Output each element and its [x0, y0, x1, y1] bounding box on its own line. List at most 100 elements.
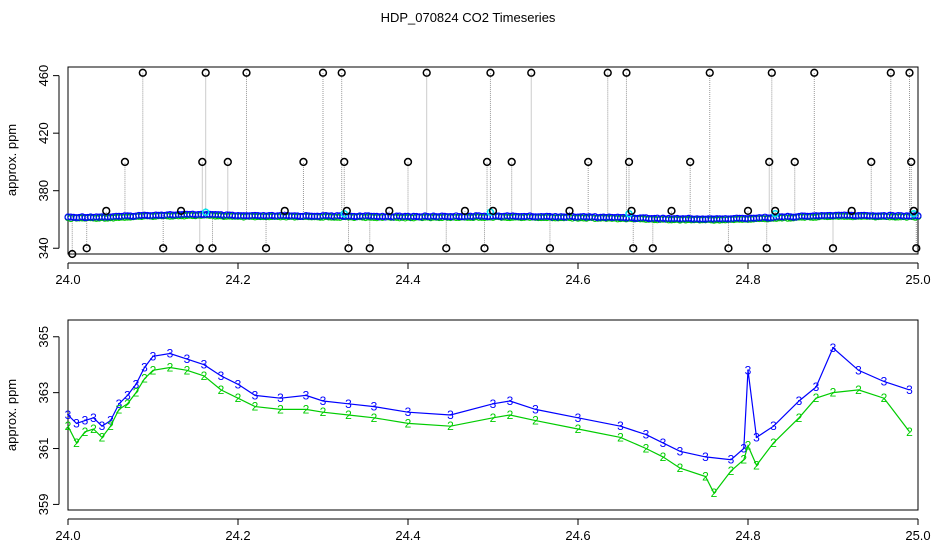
spike-point [344, 244, 353, 253]
series-3-point: 3 [252, 388, 259, 402]
bottom-y-tick-label: 363 [36, 382, 51, 404]
spike-point [486, 68, 495, 77]
series-2-point: 2 [133, 386, 140, 400]
bottom-y-tick-label: 359 [36, 494, 51, 516]
spike-point [622, 68, 631, 77]
spike-point [507, 157, 516, 167]
bottom-x-tick-label: 24.6 [565, 528, 590, 540]
top-x-tick-label: 24.4 [395, 272, 420, 287]
series-2-point: 2 [107, 419, 114, 433]
spike-point [138, 68, 147, 77]
series-3-point: 3 [320, 394, 327, 408]
series-2-point: 2 [906, 425, 913, 439]
series-2-point: 2 [490, 411, 497, 425]
bottom-y-tick-label: 365 [36, 326, 51, 348]
spike-point [767, 68, 776, 77]
spike-point [340, 157, 349, 167]
top-x-tick-label: 24.6 [565, 272, 590, 287]
series-2-point: 2 [507, 408, 514, 422]
series-3-point: 3 [90, 411, 97, 425]
series-2-point: 2 [660, 450, 667, 464]
spike-point [847, 206, 856, 215]
spike-point [223, 157, 232, 167]
bottom-axes: 24.0 24.2 24.4 24.6 24.8 25.0 359 361 363 365 [36, 326, 931, 543]
series-2-point: 2 [65, 419, 72, 433]
top-axes: 24.0 24.2 24.4 24.6 24.8 25.0 340 380 420 460 [36, 65, 931, 287]
series-3-point: 3 [141, 361, 148, 375]
series-3-line [67, 346, 910, 461]
series-2-point: 2 [753, 458, 760, 472]
spike-point [365, 244, 374, 253]
series-2-point: 2 [218, 383, 225, 397]
series-2-point: 2 [643, 442, 650, 456]
cyan-point [910, 209, 918, 218]
chart-title: HDP_070824 CO2 Timeseries [381, 10, 556, 25]
bottom-x-tick-label: 24.0 [55, 528, 80, 540]
spike-point [176, 206, 186, 215]
spike-point [909, 206, 918, 215]
spike-point [743, 206, 753, 215]
top-plot-frame [67, 66, 919, 255]
series-2-point: 2 [90, 422, 97, 436]
series-3-point: 3 [660, 436, 667, 450]
series-3-point: 3 [507, 394, 514, 408]
series-3-point: 3 [150, 349, 157, 363]
series-3-point: 3 [702, 450, 709, 464]
top-y-tick-label: 340 [36, 237, 51, 259]
spike-point [482, 157, 492, 167]
series-2-point: 2 [184, 363, 191, 377]
spike-point [867, 157, 876, 167]
spike-point [68, 249, 77, 259]
spike-point [120, 157, 130, 167]
series-2-point: 2 [532, 414, 539, 428]
series-2-point: 2 [745, 439, 752, 453]
series-3-point: 3 [65, 408, 72, 422]
series-3-point: 3 [643, 428, 650, 442]
top-data-marks [64, 68, 922, 259]
top-x-tick-label: 24.2 [225, 272, 250, 287]
series-2-point: 2 [167, 361, 174, 375]
spike-point [667, 206, 676, 215]
series-2-point: 2 [813, 391, 820, 405]
top-y-tick-label: 380 [36, 180, 51, 202]
spike-point [810, 68, 819, 77]
spike-point [765, 157, 774, 167]
series-2-point: 2 [770, 436, 777, 450]
bottom-x-tick-label: 24.4 [395, 528, 420, 540]
series-2-point: 2 [345, 408, 352, 422]
series-3-point: 3 [235, 377, 242, 391]
spike-point [337, 68, 346, 77]
top-x-tick-label: 24.0 [55, 272, 80, 287]
series-3-point: 3 [490, 397, 497, 411]
top-x-tick-label: 24.8 [735, 272, 760, 287]
series-3-point: 3 [906, 383, 913, 397]
spike-point [886, 68, 895, 77]
spike-point [686, 157, 695, 167]
series-2-point: 2 [99, 430, 106, 444]
series-2-point: 2 [728, 464, 735, 478]
series-2-point: 2 [796, 411, 803, 425]
spike-point [442, 244, 451, 253]
series-3-point: 3 [73, 416, 80, 430]
series-2-point: 2 [855, 383, 862, 397]
series-3-point: 3 [677, 444, 684, 458]
spike-point [828, 244, 838, 253]
series-3-point: 3 [277, 391, 284, 405]
series-2-line [67, 366, 910, 495]
series-3-point: 3 [405, 405, 412, 419]
spike-point [385, 206, 394, 215]
series-3-point: 3 [728, 453, 735, 467]
spike-point [82, 244, 91, 253]
series-2-point: 2 [141, 372, 148, 386]
bottom-x-tick-label: 24.2 [225, 528, 250, 540]
series-2-point: 2 [881, 391, 888, 405]
spike-point [480, 244, 489, 253]
series-3-point: 3 [99, 419, 106, 433]
series-2-point: 2 [277, 402, 284, 416]
series-2-point: 2 [677, 461, 684, 475]
series-2-point: 2 [740, 453, 747, 467]
series-3-point: 3 [303, 388, 310, 402]
series-2-point: 2 [711, 486, 718, 500]
